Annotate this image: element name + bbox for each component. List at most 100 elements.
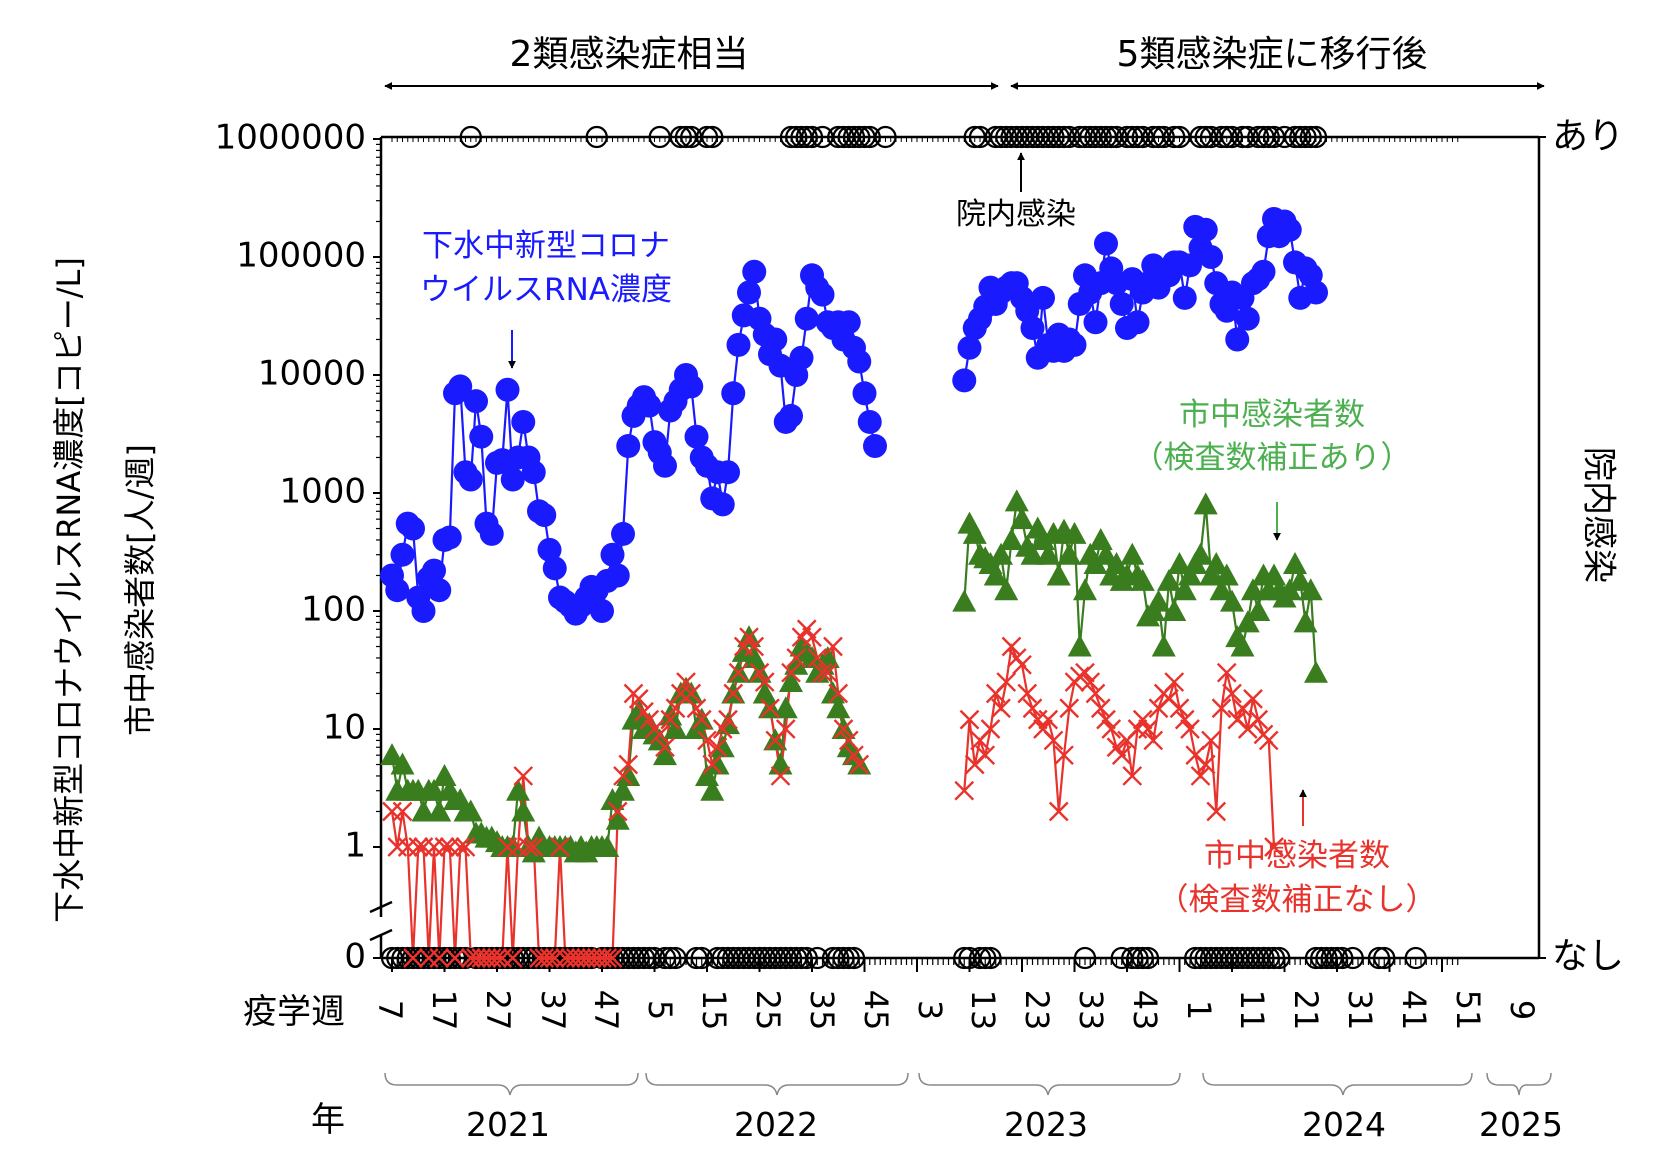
raw-point-stroke (1174, 709, 1195, 730)
hospital-absent-point (827, 946, 850, 970)
hospital-present-point (800, 125, 824, 149)
raw-point-stroke (1101, 719, 1122, 739)
raw-point (1211, 698, 1232, 719)
corrected-point (1057, 542, 1082, 565)
wastewater-point (763, 327, 788, 352)
raw-point (749, 662, 770, 683)
corrected-point (1010, 507, 1034, 530)
wastewater-point (390, 542, 415, 567)
x-tick-label: 43 (1126, 990, 1164, 1031)
raw-point (513, 766, 534, 786)
series-markers (380, 125, 1427, 970)
raw-point (1090, 698, 1111, 719)
raw-point (844, 745, 864, 766)
raw-point-stroke (760, 698, 780, 719)
year-label-2022: 2022 (734, 1105, 818, 1144)
raw-point-stroke (1211, 698, 1232, 719)
raw-point-stroke (1001, 636, 1022, 657)
raw-point (754, 672, 775, 692)
raw-point-stroke (1216, 662, 1237, 683)
corrected-point (1036, 542, 1061, 565)
raw-point-stroke (502, 948, 523, 968)
raw-point (607, 801, 628, 822)
raw-point (628, 689, 649, 709)
raw-point-stroke (649, 724, 670, 745)
raw-point-stroke (602, 948, 623, 968)
raw-point-stroke (1090, 698, 1111, 719)
raw-point-stroke (607, 801, 628, 822)
raw-point-stroke (739, 627, 759, 648)
raw-point-stroke (513, 766, 534, 786)
hospital-absent-point (1268, 946, 1291, 970)
corrected-point (1094, 542, 1118, 565)
raw-point-stroke (455, 837, 476, 857)
raw-point-stroke (628, 689, 649, 709)
corrected-point (773, 696, 798, 719)
raw-point (833, 719, 854, 739)
corrected-point (500, 835, 525, 857)
raw-point-stroke (991, 698, 1011, 719)
hospital-absent-point (627, 946, 650, 970)
wastewater-point (863, 434, 887, 459)
raw-point (707, 737, 728, 758)
raw-point (665, 698, 686, 719)
raw-point (712, 719, 733, 739)
raw-point (812, 662, 833, 683)
hospital-absent-point (842, 946, 866, 970)
wastewater-point (1225, 327, 1250, 352)
hospital-absent-point (1126, 946, 1149, 970)
annotation-hospital: 院内感染 (956, 152, 1076, 232)
raw-point-stroke (754, 672, 775, 692)
raw-point (1122, 766, 1143, 786)
hospital-present-point (1042, 125, 1065, 149)
raw-point (996, 672, 1017, 692)
corrected-point (999, 527, 1024, 550)
wastewater-point (1199, 245, 1223, 269)
wastewater-point (957, 335, 982, 360)
raw-point (1101, 719, 1122, 739)
raw-point-stroke (550, 837, 570, 857)
raw-point (959, 709, 980, 730)
wastewater-point (737, 280, 761, 305)
raw-point (1174, 709, 1195, 730)
hospital-present-point (1089, 125, 1112, 149)
x-tick-label: 27 (479, 990, 517, 1031)
y-axis-title: 下水中新型コロナウイルスRNA濃度[コピー/L] (50, 257, 88, 923)
corrected-point (983, 563, 1008, 586)
corrected-point (1073, 578, 1097, 601)
wastewater-point (511, 409, 536, 434)
raw-point (775, 719, 796, 739)
wastewater-point (605, 563, 630, 588)
raw-point-stroke (403, 948, 423, 968)
wastewater-point (1178, 253, 1202, 278)
corrected-point (784, 652, 809, 675)
corrected-point (458, 799, 483, 822)
raw-point (1264, 837, 1284, 857)
wastewater-point (590, 599, 614, 623)
x-tick-label: 15 (695, 990, 733, 1031)
hospital-absent-point (790, 946, 813, 970)
raw-point-stroke (718, 709, 738, 730)
raw-point (1216, 662, 1237, 683)
raw-point-stroke (1012, 654, 1032, 675)
raw-point-stroke (1080, 672, 1101, 692)
corrected-point (595, 835, 620, 857)
annotation-hospital-label: 院内感染 (956, 197, 1076, 232)
raw-point-stroke (844, 745, 864, 766)
raw-point-stroke (681, 683, 702, 704)
raw-point-stroke (655, 737, 675, 758)
x-tick-label: 45 (857, 990, 895, 1031)
x-tick-label: 31 (1341, 990, 1379, 1031)
raw-point (781, 662, 801, 683)
raw-point (718, 709, 738, 730)
y-tick-label: 10000 (258, 354, 366, 394)
corrected-point (1214, 563, 1239, 586)
hospital-present-point (669, 125, 692, 149)
raw-point (1258, 730, 1279, 751)
year-label-2025: 2025 (1479, 1105, 1563, 1144)
raw-point (1201, 730, 1221, 751)
right-axis-title: 院内感染 (1579, 447, 1619, 583)
corrected-point (1241, 578, 1265, 601)
raw-point-stroke (1195, 754, 1216, 775)
raw-point (392, 801, 413, 822)
